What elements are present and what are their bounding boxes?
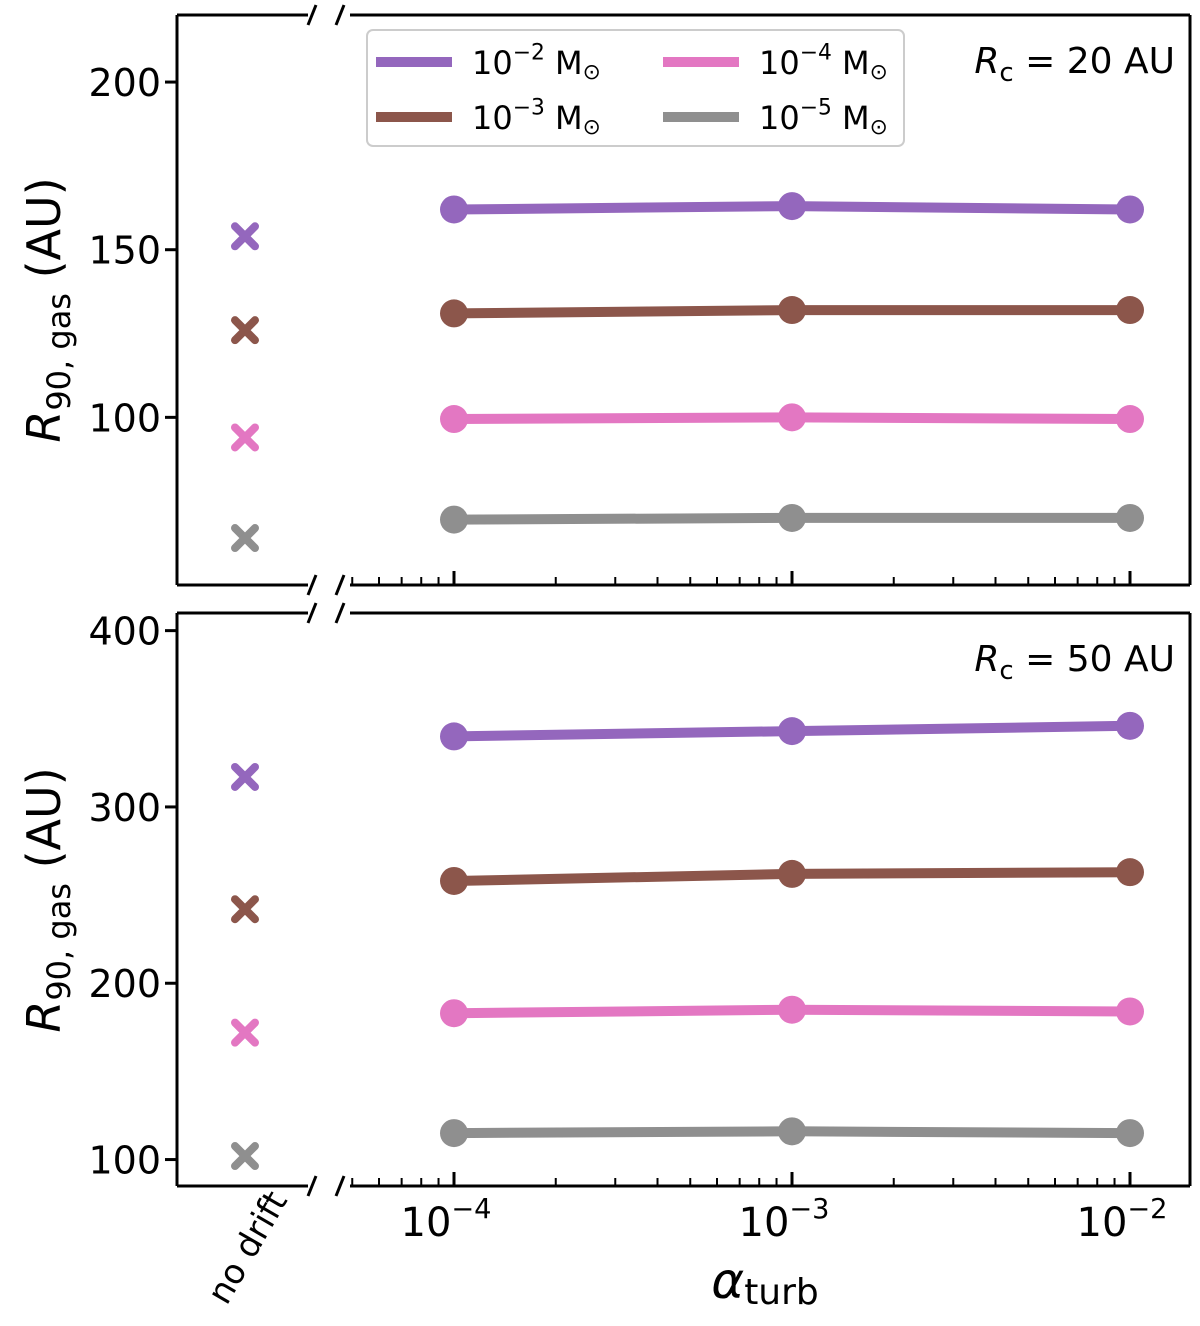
data-point	[440, 505, 468, 534]
x-tick-label: 10−2	[1077, 1194, 1168, 1246]
y-axis-label-bottom: R90, gas (AU)	[17, 767, 78, 1032]
data-point	[440, 999, 468, 1028]
y-tick-label: 200	[88, 61, 161, 105]
no-drift-marker	[231, 895, 259, 924]
no-drift-marker	[231, 316, 259, 345]
y-tick-label: 200	[88, 962, 161, 1006]
axis-break-mark	[306, 574, 318, 596]
y-tick-label: 100	[88, 1139, 161, 1183]
data-point	[778, 503, 806, 532]
axis-break-mark	[306, 602, 318, 624]
data-point	[440, 405, 468, 434]
axis-break-mark	[306, 4, 318, 26]
axis-break-mark	[334, 1175, 346, 1197]
no-drift-marker-stroke	[231, 1142, 259, 1171]
data-point	[778, 192, 806, 221]
data-point	[778, 859, 806, 888]
data-point	[440, 722, 468, 751]
no-drift-marker	[231, 1018, 259, 1047]
data-point	[1116, 405, 1144, 434]
no-drift-marker	[231, 423, 259, 452]
y-tick-label: 100	[88, 396, 161, 440]
no-drift-label: no drift	[200, 1185, 296, 1311]
rc-annotation: Rc = 20 AU	[974, 41, 1175, 88]
legend-label: 10−5 M⊙	[759, 96, 888, 140]
data-point	[778, 403, 806, 432]
legend-label: 10−4 M⊙	[759, 41, 888, 85]
no-drift-marker-stroke	[231, 762, 259, 791]
y-tick-label: 150	[88, 229, 161, 273]
axis-break-mark	[334, 574, 346, 596]
no-drift-marker	[231, 762, 259, 791]
data-point	[1116, 711, 1144, 740]
no-drift-marker	[231, 524, 259, 553]
y-axis-label-top: R90, gas (AU)	[17, 177, 78, 442]
y-tick-label: 300	[88, 786, 161, 830]
panel-2: 100 200 300 400 Rc = 50 AU	[88, 602, 1192, 1197]
data-point	[1116, 195, 1144, 224]
data-point	[778, 296, 806, 325]
legend-box	[366, 29, 905, 147]
legend-label: 10−3 M⊙	[472, 96, 601, 140]
no-drift-marker-stroke	[231, 423, 259, 452]
no-drift-marker	[231, 1142, 259, 1171]
data-point	[778, 1117, 806, 1146]
no-drift-marker-stroke	[231, 222, 259, 251]
data-point	[778, 717, 806, 746]
x-axis-label: αturb	[711, 1252, 819, 1313]
axis-break-mark	[306, 1175, 318, 1197]
data-point	[778, 995, 806, 1024]
no-drift-marker-stroke	[231, 524, 259, 553]
data-point	[440, 299, 468, 328]
x-tick-label: 10−3	[739, 1194, 830, 1246]
data-point	[440, 1119, 468, 1148]
data-point	[1116, 1119, 1144, 1148]
axis-break-mark	[334, 4, 346, 26]
x-tick-label: 10−4	[401, 1194, 492, 1246]
rc-annotation: Rc = 50 AU	[974, 639, 1175, 686]
data-point	[440, 866, 468, 895]
no-drift-marker-stroke	[231, 316, 259, 345]
legend: 10−2 M⊙ 10−3 M⊙ 10−4 M⊙ 10−5 M⊙	[366, 29, 905, 147]
data-point	[1116, 997, 1144, 1026]
no-drift-marker-stroke	[231, 1018, 259, 1047]
data-point	[1116, 296, 1144, 325]
no-drift-marker-stroke	[231, 895, 259, 924]
data-point	[1116, 503, 1144, 532]
axis-break-mark	[334, 602, 346, 624]
legend-label: 10−2 M⊙	[472, 41, 601, 85]
data-point	[440, 195, 468, 224]
no-drift-marker	[231, 222, 259, 251]
panels: 100 150 200 Rc = 20 AU 100 200 300 400 Rc = 50 A…	[88, 4, 1192, 1246]
y-tick-label: 400	[88, 610, 161, 654]
data-point	[1116, 858, 1144, 887]
panel-1: 100 150 200 Rc = 20 AU	[88, 4, 1192, 596]
